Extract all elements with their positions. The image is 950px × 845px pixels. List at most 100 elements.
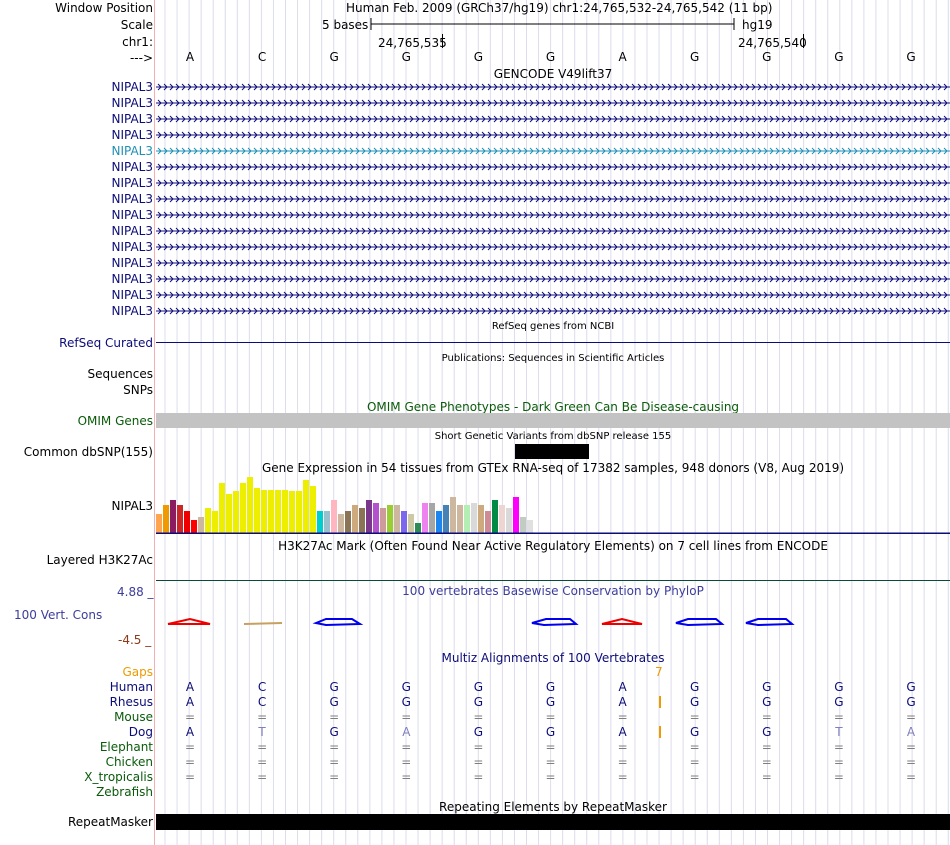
repeatmasker-title[interactable]: Repeating Elements by RepeatMasker [439,800,667,814]
aligned-base: = [761,770,772,784]
gencode-transcript[interactable] [156,304,950,318]
aligned-base: = [833,740,844,754]
gencode-row-label[interactable]: NIPAL3 [111,160,153,174]
species-label[interactable]: Chicken [105,755,153,769]
gtex-tissue-bar [422,503,428,534]
aligned-base: = [257,710,268,724]
h3k27ac-label[interactable]: Layered H3K27Ac [46,553,153,567]
gencode-row-label[interactable]: NIPAL3 [111,304,153,318]
sequence-base: G [690,50,700,64]
aligned-base: A [906,725,916,739]
aligned-base: = [329,755,340,769]
gencode-transcript[interactable] [156,96,950,110]
aligned-base: = [761,710,772,724]
gencode-transcript[interactable] [156,176,950,190]
repeatmasker-bar[interactable] [156,814,950,830]
species-label[interactable]: Zebrafish [96,785,153,799]
multiz-title[interactable]: Multiz Alignments of 100 Vertebrates [441,651,665,665]
strand-label: ---> [129,51,153,65]
phylop-graph[interactable] [156,612,950,632]
aligned-base: = [401,710,412,724]
gtex-tissue-bar [415,523,421,534]
refseq-line[interactable] [156,342,950,343]
gtex-tissue-bar [506,508,512,534]
gtex-tissue-bar [527,520,533,534]
aligned-base: G [545,695,556,709]
dbsnp-label[interactable]: Common dbSNP(155) [23,445,153,459]
aligned-base: = [905,770,917,784]
gencode-row-label[interactable]: NIPAL3 [111,128,153,142]
species-label[interactable]: Elephant [99,740,153,754]
gencode-transcript[interactable] [156,80,950,94]
aligned-base: G [906,680,916,694]
publications-title[interactable]: Publications: Sequences in Scientific Ar… [441,353,665,364]
gtex-tissue-bar [457,505,463,534]
gencode-row-label[interactable]: NIPAL3 [111,288,153,302]
gencode-row-label[interactable]: NIPAL3 [111,256,153,270]
aligned-base: A [185,680,195,694]
phylop-peak [243,622,283,625]
gencode-row-label[interactable]: NIPAL3 [111,176,153,190]
omim-label[interactable]: OMIM Genes [77,414,153,428]
species-label[interactable]: X_tropicalis [84,770,153,784]
aligned-base: = [184,740,196,754]
omim-bar[interactable] [156,413,950,428]
phylop-title[interactable]: 100 vertebrates Basewise Conservation by… [402,584,704,598]
gencode-transcript[interactable] [156,208,950,222]
species-label[interactable]: Human [109,680,153,694]
species-label[interactable]: Mouse [114,710,153,724]
publications-snps-label[interactable]: SNPs [123,383,153,397]
gencode-transcript[interactable] [156,128,950,142]
gencode-row-label[interactable]: NIPAL3 [111,192,153,206]
coord-right: 24,765,540 [738,36,807,50]
aligned-base: = [617,710,628,724]
gtex-tissue-bar [240,483,246,534]
gencode-transcript[interactable] [156,288,950,302]
gtex-chart[interactable] [156,476,950,534]
aligned-base: = [329,740,340,754]
gencode-transcript[interactable] [156,272,950,286]
gtex-tissue-bar [163,505,169,534]
gencode-transcript[interactable] [156,112,950,126]
gencode-transcript[interactable] [156,192,950,206]
phylop-label[interactable]: 100 Vert. Cons [14,608,103,622]
aligned-base: G [473,725,484,739]
dbsnp-variant[interactable] [515,444,589,459]
gencode-row-label[interactable]: NIPAL3 [111,208,153,222]
gencode-row-label[interactable]: NIPAL3 [111,144,153,158]
gencode-transcript[interactable] [156,224,950,238]
gap-marker[interactable]: 7 [655,665,663,679]
aligned-base: A [402,725,411,739]
dbsnp-title[interactable]: Short Genetic Variants from dbSNP releas… [434,431,672,442]
gencode-row-label[interactable]: NIPAL3 [111,96,153,110]
publications-sequences-label[interactable]: Sequences [87,367,153,381]
gencode-row-label[interactable]: NIPAL3 [111,240,153,254]
gtex-tissue-bar [310,486,316,534]
gencode-transcript[interactable] [156,240,950,254]
gtex-tissue-bar [289,491,295,534]
window-position-label: Window Position [55,1,153,15]
phylop-peak [531,618,579,627]
species-alignment-row: = = = = = = = = = = = [0,755,950,770]
gencode-row-label[interactable]: NIPAL3 [111,112,153,126]
species-label[interactable]: Dog [128,725,153,739]
repeatmasker-label[interactable]: RepeatMasker [67,815,153,829]
gap-insertion-mark [659,696,661,708]
refseq-title[interactable]: RefSeq genes from NCBI [491,321,615,332]
gencode-title[interactable]: GENCODE V49lift37 [493,67,613,81]
gtex-title[interactable]: Gene Expression in 54 tissues from GTEx … [261,461,845,475]
gencode-transcript[interactable] [156,160,950,174]
gencode-row-label[interactable]: NIPAL3 [111,224,153,238]
omim-title[interactable]: OMIM Gene Phenotypes - Dark Green Can Be… [366,400,740,414]
gaps-label[interactable]: Gaps [122,665,153,679]
gencode-row-label[interactable]: NIPAL3 [111,80,153,94]
aligned-base: G [762,725,772,739]
phylop-min: -4.5 _ [118,633,152,647]
species-label[interactable]: Rhesus [109,695,153,709]
gencode-transcript[interactable] [156,256,950,270]
gencode-transcript[interactable] [156,144,950,158]
h3k27ac-title[interactable]: H3K27Ac Mark (Often Found Near Active Re… [278,539,828,553]
gtex-label[interactable]: NIPAL3 [111,499,153,513]
refseq-label[interactable]: RefSeq Curated [59,336,153,350]
gencode-row-label[interactable]: NIPAL3 [111,272,153,286]
